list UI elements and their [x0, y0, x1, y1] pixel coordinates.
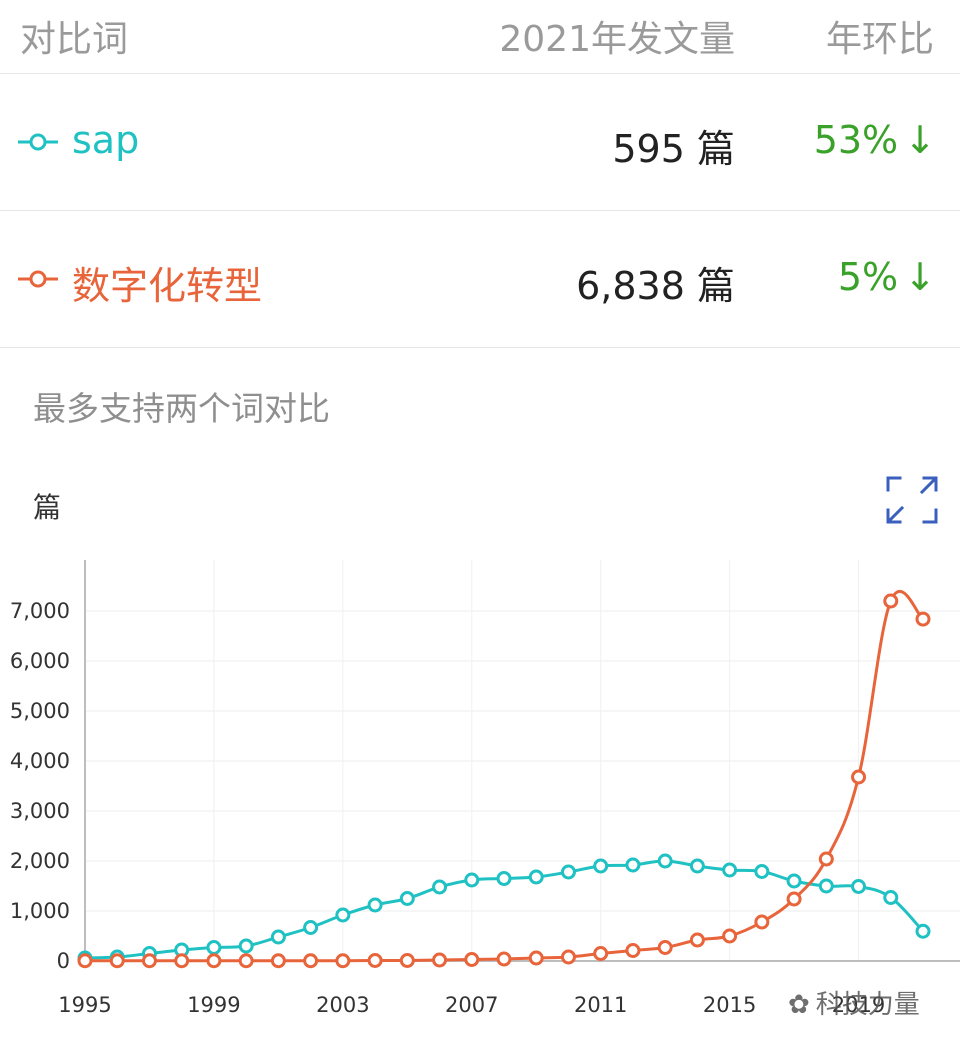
data-point[interactable]	[786, 873, 802, 889]
data-point[interactable]	[335, 907, 351, 923]
wechat-icon: ✿	[788, 990, 810, 1020]
data-point[interactable]	[560, 949, 576, 965]
term-label: 数字化转型	[72, 264, 263, 308]
data-point[interactable]	[625, 943, 641, 958]
data-point[interactable]	[818, 878, 834, 894]
data-point[interactable]	[625, 857, 641, 873]
y-tick-label: 6,000	[10, 649, 70, 673]
arrow-down-icon: ↓	[904, 118, 936, 162]
data-point[interactable]	[851, 769, 867, 785]
data-point[interactable]	[335, 953, 351, 969]
compare-hint: 最多支持两个词对比	[33, 389, 330, 428]
data-point[interactable]	[109, 953, 125, 969]
data-point[interactable]	[303, 953, 319, 969]
data-point[interactable]	[883, 890, 899, 905]
data-point[interactable]	[367, 897, 383, 913]
data-point[interactable]	[754, 914, 770, 930]
x-tick-label: 1999	[187, 993, 240, 1017]
watermark: ✿ 科技力量	[788, 984, 920, 1021]
trend-chart: 0 1,000 2,000 3,000 4,000 5,000 6,000 7,000 1995…	[10, 560, 960, 1017]
series-marker-icon	[18, 270, 58, 288]
data-point[interactable]	[174, 953, 190, 969]
data-point[interactable]	[915, 611, 931, 627]
data-point[interactable]	[722, 928, 738, 944]
data-point[interactable]	[689, 858, 705, 874]
term-yoy: 5% ↓	[838, 255, 936, 299]
data-point[interactable]	[367, 953, 383, 968]
series-line	[85, 590, 925, 963]
data-point[interactable]	[883, 593, 899, 609]
data-point[interactable]	[399, 891, 415, 906]
term-row-sap[interactable]: sap 595 篇 53% ↓	[0, 74, 960, 211]
data-point[interactable]	[303, 920, 319, 935]
data-point[interactable]	[464, 872, 480, 888]
data-point[interactable]	[818, 851, 834, 867]
data-point[interactable]	[432, 952, 448, 968]
term-count: 595 篇	[612, 127, 735, 171]
x-tick-label: 2003	[316, 993, 369, 1017]
term-label: sap	[72, 118, 140, 162]
data-point[interactable]	[689, 932, 705, 948]
data-point[interactable]	[206, 953, 222, 969]
term-yoy: 53% ↓	[814, 118, 936, 162]
term-column-header: 对比词	[20, 19, 129, 60]
data-point[interactable]	[141, 953, 157, 969]
y-tick-label: 0	[57, 949, 70, 973]
y-tick-label: 5,000	[10, 699, 70, 723]
x-tick-label: 2015	[703, 993, 756, 1017]
y-tick-label: 4,000	[10, 749, 70, 773]
data-point[interactable]	[722, 862, 738, 878]
data-point[interactable]	[496, 951, 512, 967]
data-point[interactable]	[754, 864, 770, 879]
data-point[interactable]	[206, 940, 222, 955]
x-tick-label: 2011	[574, 993, 627, 1017]
data-point[interactable]	[528, 950, 544, 966]
table-header: 对比词 2021年发文量 年环比	[0, 0, 960, 74]
arrow-down-icon: ↓	[904, 255, 936, 299]
yoy-column-header: 年环比	[825, 19, 934, 60]
data-point[interactable]	[77, 953, 93, 969]
term-row-digital-transformation[interactable]: 数字化转型 6,838 篇 5% ↓	[0, 211, 960, 348]
x-tick-label: 2019	[832, 993, 885, 1017]
data-point[interactable]	[528, 869, 544, 885]
data-point[interactable]	[399, 953, 415, 968]
y-tick-label: 2,000	[10, 849, 70, 873]
data-point[interactable]	[432, 879, 448, 895]
yoy-value: 5%	[837, 255, 899, 299]
data-point[interactable]	[464, 952, 480, 967]
data-point[interactable]	[238, 953, 254, 969]
data-point[interactable]	[496, 871, 512, 886]
x-tick-label: 1995	[58, 993, 111, 1017]
data-point[interactable]	[270, 953, 286, 969]
y-tick-label: 7,000	[10, 599, 70, 623]
watermark-text: 科技力量	[815, 990, 920, 1020]
expand-icon[interactable]	[884, 474, 940, 526]
count-column-header: 2021年发文量	[499, 19, 735, 60]
y-tick-label: 3,000	[10, 799, 70, 823]
data-point[interactable]	[560, 864, 576, 880]
y-tick-label: 1,000	[10, 899, 70, 923]
term-count: 6,838 篇	[576, 264, 735, 308]
y-axis-unit: 篇	[33, 491, 62, 524]
data-point[interactable]	[593, 858, 609, 874]
data-point[interactable]	[851, 879, 867, 894]
data-point[interactable]	[915, 923, 931, 939]
data-point[interactable]	[270, 929, 286, 945]
yoy-value: 53%	[813, 118, 899, 162]
data-point[interactable]	[593, 946, 609, 961]
x-tick-label: 2007	[445, 993, 498, 1017]
data-point[interactable]	[657, 853, 673, 869]
data-point[interactable]	[238, 938, 254, 954]
data-point[interactable]	[657, 940, 673, 955]
series-marker-icon	[18, 133, 58, 151]
data-point[interactable]	[786, 891, 802, 907]
